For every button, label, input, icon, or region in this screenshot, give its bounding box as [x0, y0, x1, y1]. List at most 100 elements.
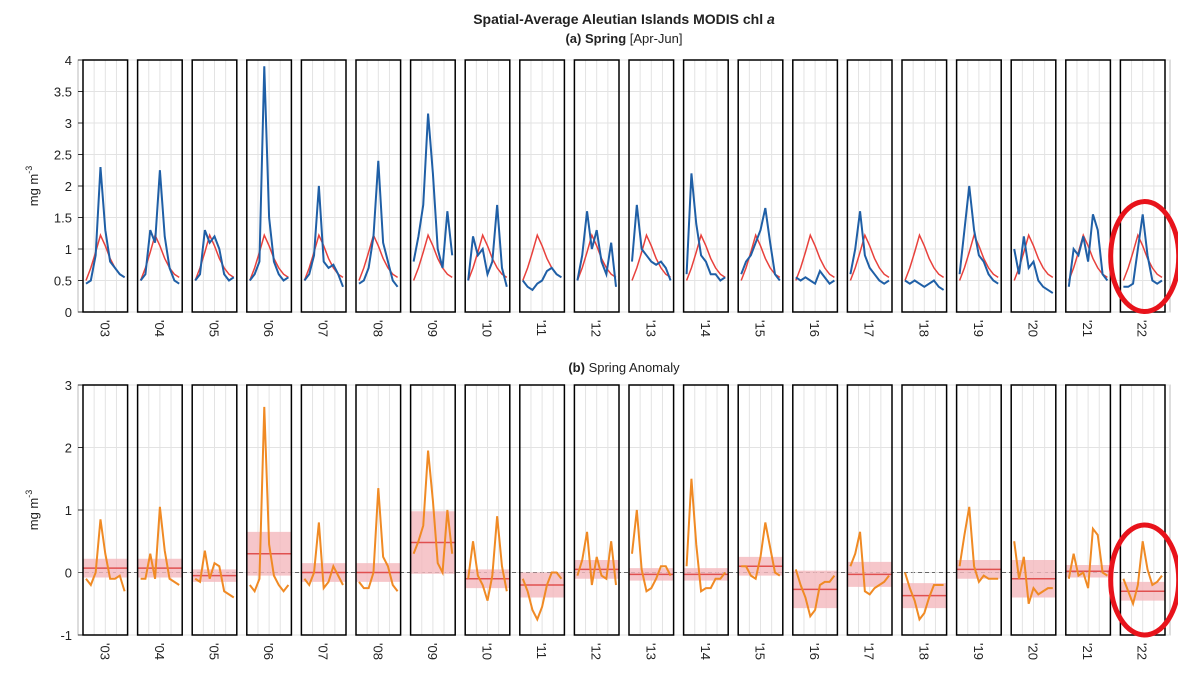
- panel-subtitle: (a) Spring [Apr-Jun]: [565, 31, 682, 46]
- series-line: [358, 488, 399, 592]
- x-tick-label: '10: [480, 643, 495, 660]
- climatology-line: [1068, 232, 1108, 281]
- series-line: [1067, 526, 1108, 589]
- x-tick-label: '18: [916, 320, 931, 337]
- year-box: [136, 384, 183, 636]
- year-box: [1010, 59, 1057, 313]
- x-tick-label: '17: [862, 320, 877, 337]
- year-box: [409, 59, 456, 313]
- x-tick-label: '09: [425, 643, 440, 660]
- series-line: [740, 207, 781, 282]
- year-box: [355, 59, 402, 313]
- subtitle-bold: (a) Spring: [565, 31, 626, 46]
- climatology-line: [904, 232, 945, 281]
- year-box: [628, 384, 675, 636]
- subtitle-rest: [Apr-Jun]: [630, 31, 683, 46]
- series-line: [631, 204, 672, 281]
- series-line: [849, 211, 890, 285]
- series-line: [958, 185, 999, 285]
- year-box: [792, 384, 839, 636]
- x-tick-label: '03: [97, 320, 112, 337]
- y-tick-label: 2: [65, 179, 72, 194]
- series-line: [412, 450, 454, 577]
- x-tick-label: '08: [370, 320, 385, 337]
- climatology-line: [631, 232, 672, 281]
- series-line: [904, 279, 945, 291]
- y-tick-label: 0: [65, 305, 72, 320]
- series-line: [358, 160, 399, 288]
- series-line: [576, 531, 617, 586]
- series-line: [1123, 214, 1163, 288]
- series-line: [958, 506, 999, 585]
- series-line: [1013, 236, 1054, 294]
- year-box: [519, 59, 566, 313]
- series-line: [685, 173, 726, 282]
- x-tick-label: '08: [370, 643, 385, 660]
- x-tick-label: '04: [152, 320, 167, 337]
- year-box: [136, 59, 183, 313]
- x-tick-label: '17: [862, 643, 877, 660]
- climatology-line: [467, 232, 508, 281]
- x-tick-label: '20: [1026, 320, 1041, 337]
- x-tick-label: '05: [207, 320, 222, 337]
- year-box: [737, 384, 784, 636]
- year-box: [682, 384, 729, 636]
- series-line: [194, 229, 235, 282]
- series-line: [85, 519, 126, 592]
- x-tick-label: '19: [971, 320, 986, 337]
- year-box: [573, 384, 620, 636]
- series-line: [794, 569, 836, 619]
- y-tick-label: 3: [65, 378, 72, 393]
- x-tick-label: '16: [807, 320, 822, 337]
- year-box: [1010, 384, 1057, 636]
- highlight-circle: [1108, 199, 1178, 315]
- year-box: [191, 59, 238, 313]
- climatology-line: [1122, 232, 1163, 281]
- x-tick-label: '12: [589, 320, 604, 337]
- x-tick-label: '22: [1135, 643, 1150, 660]
- year-box: [628, 59, 675, 313]
- x-tick-label: '14: [698, 320, 713, 337]
- y-tick-label: 0: [65, 566, 72, 581]
- x-tick-label: '14: [698, 643, 713, 660]
- x-tick-label: '06: [261, 320, 276, 337]
- series-line: [576, 211, 617, 287]
- climatology-line: [576, 232, 617, 281]
- year-box: [191, 384, 238, 636]
- series-line: [795, 269, 835, 286]
- year-box: [300, 384, 347, 636]
- series-line: [904, 572, 944, 622]
- series-line: [85, 167, 126, 285]
- series-line: [741, 522, 781, 581]
- x-tick-label: '07: [316, 320, 331, 337]
- year-box: [682, 59, 729, 313]
- climatology-line: [958, 232, 999, 281]
- x-tick-label: '13: [643, 643, 658, 660]
- year-box: [82, 59, 129, 313]
- y-tick-label: 1.5: [54, 211, 72, 226]
- x-tick-label: '11: [534, 643, 549, 659]
- series-line: [1122, 541, 1163, 608]
- series-line: [685, 478, 726, 593]
- series-line: [303, 185, 344, 288]
- series-line: [631, 509, 672, 593]
- figure-title: Spatial-Average Aleutian Islands MODIS c…: [473, 11, 775, 27]
- x-tick-label: '12: [589, 643, 604, 660]
- year-box: [846, 384, 893, 636]
- year-box: [1065, 384, 1112, 636]
- series-line: [467, 516, 508, 601]
- x-tick-label: '19: [971, 643, 986, 660]
- climatology-line: [412, 232, 453, 281]
- climatology-line: [249, 232, 289, 281]
- series-line: [139, 170, 180, 285]
- title-text: Spatial-Average Aleutian Islands MODIS c…: [473, 11, 763, 27]
- y-tick-label: 3.5: [54, 85, 72, 100]
- series-line: [249, 66, 289, 282]
- climatology-line: [740, 232, 781, 281]
- year-box: [955, 384, 1002, 636]
- year-box: [846, 59, 893, 313]
- x-tick-label: '10: [480, 320, 495, 337]
- year-box: [82, 384, 129, 636]
- climatology-line: [849, 232, 890, 281]
